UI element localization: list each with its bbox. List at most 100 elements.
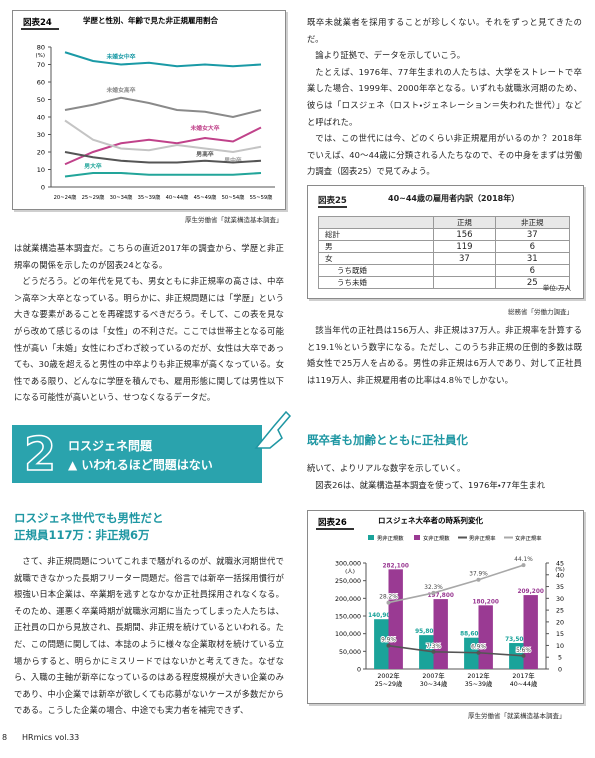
figure-title: 学歴と性別、年齢で見た非正規雇用割合 bbox=[83, 15, 218, 25]
header-cell: 非正規 bbox=[494, 216, 571, 229]
cell: 119 bbox=[433, 240, 496, 253]
cell: 25 bbox=[494, 276, 571, 289]
rate-point bbox=[386, 643, 391, 648]
rate-point bbox=[521, 653, 526, 658]
rate-value-label: 7.3% bbox=[426, 644, 441, 650]
figure-label: 図表24 bbox=[23, 17, 52, 28]
bar bbox=[433, 599, 448, 669]
bar bbox=[419, 635, 434, 669]
header-cell bbox=[317, 216, 435, 229]
row-label: 女 bbox=[317, 252, 435, 265]
heading: 既卒者も加齢とともに正社員化 bbox=[307, 433, 468, 447]
figure-label: 図表26 bbox=[318, 517, 347, 528]
cell: 37 bbox=[433, 252, 496, 265]
magazine-name: HRmics vol.33 bbox=[22, 733, 80, 742]
x-tick-label: 50~54歳 bbox=[222, 193, 245, 201]
paragraph: さて、非正規問題についてこれまで騒がれるのが、就職氷河期世代で就職できなかった長… bbox=[14, 556, 284, 716]
rate-point bbox=[476, 577, 481, 582]
bar bbox=[478, 605, 493, 669]
heading-line: 正規員117万：非正規6万 bbox=[14, 528, 150, 542]
paragraph: 続いて、よりリアルな数字を示していく。 bbox=[307, 463, 466, 473]
y2-tick-label: 10 bbox=[556, 643, 564, 650]
body-text: 続いて、よりリアルな数字を示していく。 図表26は、就業構造基本調査を使って、19… bbox=[307, 460, 582, 493]
series-label: 男中卒 bbox=[223, 156, 242, 164]
y-tick-label: 70 bbox=[37, 61, 45, 69]
cell: 37 bbox=[494, 228, 571, 241]
rate-value-label: 28.2% bbox=[379, 595, 398, 601]
series-label: 未婚女高卒 bbox=[107, 86, 136, 94]
bar-value-label: 140,900 bbox=[368, 613, 394, 619]
series-label: 未婚女中卒 bbox=[107, 53, 136, 61]
legend-label: 男非正規率 bbox=[469, 534, 496, 542]
series-line bbox=[64, 126, 262, 166]
page-number: 8 bbox=[2, 733, 8, 742]
cell: 156 bbox=[433, 228, 496, 241]
line-chart: 図表24 学歴と性別、年齢で見た非正規雇用割合 0 10 20 30 40 50 60 70 80(… bbox=[21, 15, 275, 201]
bar bbox=[388, 569, 403, 669]
y-unit: (%) bbox=[35, 53, 45, 59]
y-tick-label: 100,000 bbox=[335, 631, 361, 638]
paragraph: どうだろう。どの年代を見ても、男女ともに非正規率の高さは、中卒＞高卒＞大卒となっ… bbox=[14, 276, 284, 403]
x-tick-label: 2012年 bbox=[467, 671, 489, 680]
y2-tick-label: 0 bbox=[558, 667, 562, 674]
x-tick-label: 30~34歳 bbox=[110, 193, 133, 201]
x-tick-label: 20~24歳 bbox=[54, 193, 77, 201]
section-number: 2 bbox=[23, 426, 57, 482]
series-label: 男大卒 bbox=[83, 162, 102, 170]
y-tick-label: 40 bbox=[37, 114, 45, 122]
hand-icon bbox=[254, 410, 292, 449]
figure-label: 図表25 bbox=[318, 196, 347, 208]
y-tick-label: 60 bbox=[37, 79, 45, 87]
legend-label: 男非正規数 bbox=[377, 534, 404, 542]
bar bbox=[374, 619, 389, 669]
paragraph: 既卒未就業者を採用することが珍しくない。それをずっと見てきたのだ。 bbox=[307, 17, 582, 44]
source: 総務省「労働力調査」 bbox=[508, 308, 573, 316]
rate-value-label: 44.1% bbox=[514, 557, 533, 563]
section-title: ロスジェネ問題 bbox=[68, 439, 153, 453]
rate-value-label: 32.3% bbox=[424, 585, 443, 591]
x-tick-label: 35~39歳 bbox=[138, 193, 161, 201]
series-line bbox=[64, 51, 262, 68]
row-label: うち既婚 bbox=[317, 264, 435, 277]
body-text: 該当年代の正社員は156万人、非正規は37万人。非正規率を計算すると19.1％と… bbox=[307, 322, 582, 388]
rate-point bbox=[521, 563, 526, 568]
body-text: さて、非正規問題についてこれまで騒がれるのが、就職氷河期世代で就職できなかった長… bbox=[14, 553, 284, 719]
row: 女 37 31 bbox=[317, 252, 571, 265]
x-tick-label: 40~44歳 bbox=[166, 193, 189, 201]
body-text: 既卒未就業者を採用することが珍しくない。それをずっと見てきたのだ。論より証拠で、… bbox=[307, 14, 582, 180]
series-line bbox=[64, 119, 262, 154]
label-underline bbox=[316, 528, 354, 530]
bar-value-label: 180,200 bbox=[472, 599, 498, 605]
paragraph: は就業構造基本調査だ。こちらの直近2017年の調査から、学歴と非正規率の関係を示… bbox=[14, 243, 284, 270]
series-line bbox=[64, 96, 262, 119]
paragraph: 該当年代の正社員は156万人、非正規は37万人。非正規率を計算すると19.1％と… bbox=[307, 325, 582, 385]
x-tick-label: 2017年 bbox=[512, 671, 534, 680]
bar-value-label: 209,200 bbox=[517, 589, 543, 595]
x-tick-label: 25~29歳 bbox=[375, 679, 403, 688]
series-line bbox=[64, 151, 262, 164]
y-tick-label: 50 bbox=[37, 96, 45, 104]
figure-26: 図表26 ロスジェネ大卒者の時系列変化 0 50,000 100,000 150,000 2… bbox=[307, 510, 584, 704]
x-tick-label: 2002年 bbox=[377, 671, 399, 680]
y-tick-label: 20 bbox=[37, 149, 45, 157]
bar bbox=[523, 595, 538, 669]
paragraph: では、この世代には今、どのくらい非正規雇用がいるのか？ 2018年でいえば、40… bbox=[307, 133, 582, 177]
y2-tick-label: 30 bbox=[556, 596, 564, 603]
y2-tick-label: 5 bbox=[558, 655, 562, 662]
rate-point bbox=[386, 600, 391, 605]
legend-swatch bbox=[368, 535, 374, 540]
y-tick-label: 0 bbox=[357, 667, 361, 674]
paragraph: 論より証拠で、データを示していこう。 bbox=[315, 50, 466, 61]
combo-chart: 図表26 ロスジェネ大卒者の時系列変化 0 50,000 100,000 150,000 2… bbox=[316, 515, 565, 688]
figure-title: ロスジェネ大卒者の時系列変化 bbox=[378, 515, 483, 525]
bar-value-label: 73,500 bbox=[505, 637, 527, 643]
cell bbox=[433, 276, 496, 289]
y-tick-label: 80 bbox=[37, 44, 45, 52]
series-line bbox=[64, 172, 262, 178]
header-row: 正規 非正規 bbox=[317, 216, 571, 229]
legend-label: 女非正規数 bbox=[423, 534, 450, 542]
source: 厚生労働省「就業構造基本調査」 bbox=[468, 712, 566, 720]
y-unit: (人) bbox=[345, 569, 355, 575]
y2-unit: (%) bbox=[555, 567, 565, 573]
